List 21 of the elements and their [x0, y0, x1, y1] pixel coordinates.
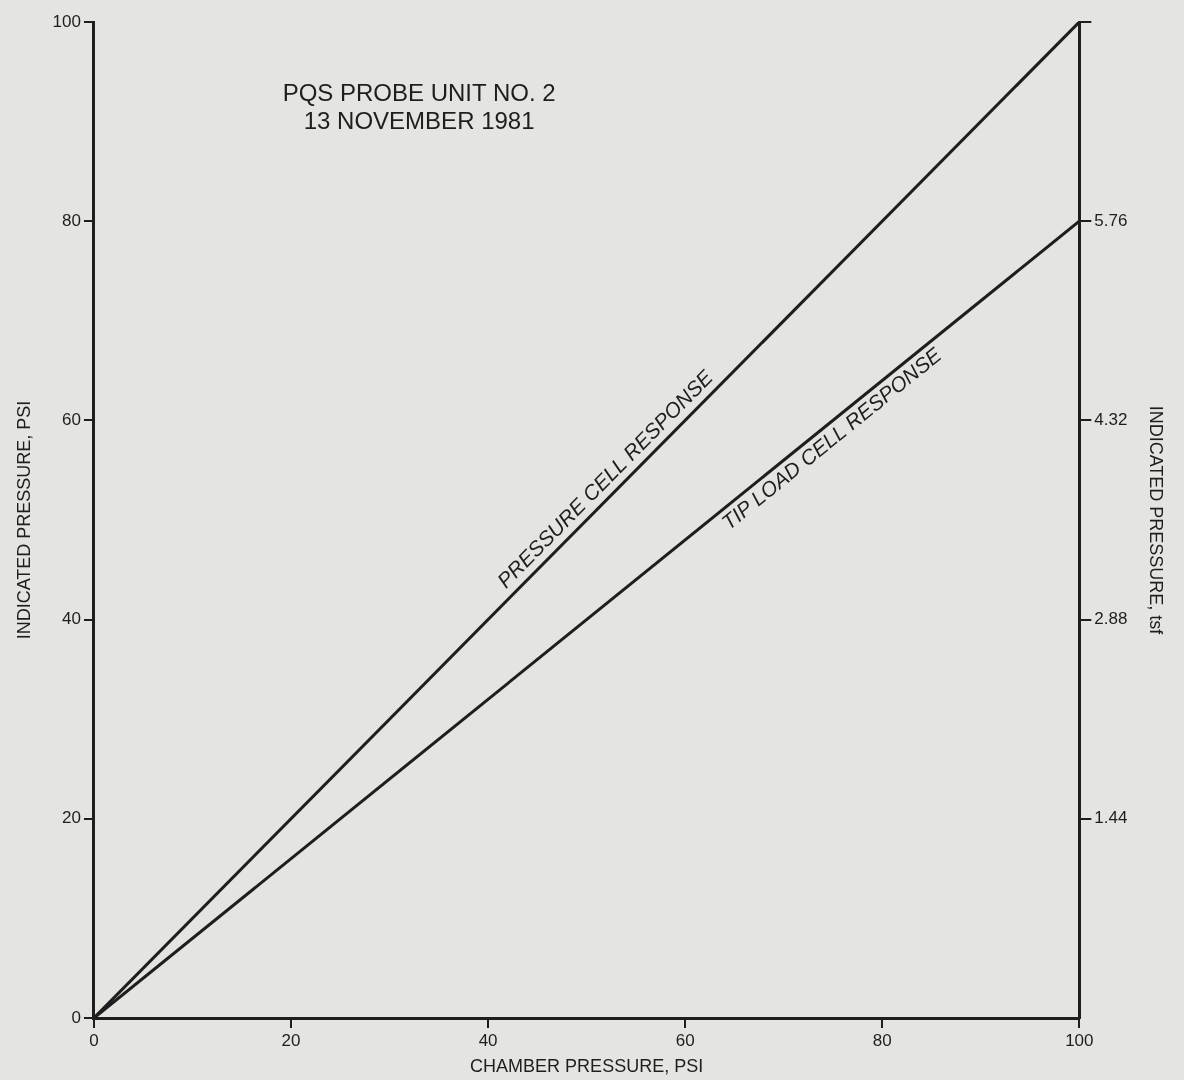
y-tick-label: 100: [52, 11, 81, 31]
y-axis-title: INDICATED PRESSURE, PSI: [13, 400, 34, 640]
x-tick-label: 20: [281, 1030, 301, 1050]
y-tick-label: 60: [62, 410, 81, 430]
y2-tick-label: 2.88: [1094, 609, 1128, 629]
y-tick-label: 40: [62, 609, 81, 629]
x-axis-title: CHAMBER PRESSURE, PSI: [470, 1056, 704, 1077]
y-tick-label: 80: [62, 210, 81, 230]
y2-axis-title: INDICATED PRESSURE, tsf: [1146, 405, 1167, 636]
x-tick-label: 0: [89, 1030, 99, 1050]
y-tick-label: 20: [62, 808, 81, 828]
x-tick-label: 100: [1065, 1030, 1094, 1050]
x-tick-label: 40: [478, 1030, 498, 1050]
y2-tick-label: 4.32: [1094, 410, 1128, 430]
x-tick-label: 80: [872, 1030, 892, 1050]
text: 13 NOVEMBER 1981: [303, 106, 535, 134]
text: PQS PROBE UNIT NO. 2: [282, 78, 556, 106]
y-tick-label: 0: [71, 1007, 81, 1027]
x-tick-label: 60: [675, 1030, 695, 1050]
y2-tick-label: 1.44: [1094, 808, 1128, 828]
y2-tick-label: 5.76: [1094, 210, 1128, 230]
